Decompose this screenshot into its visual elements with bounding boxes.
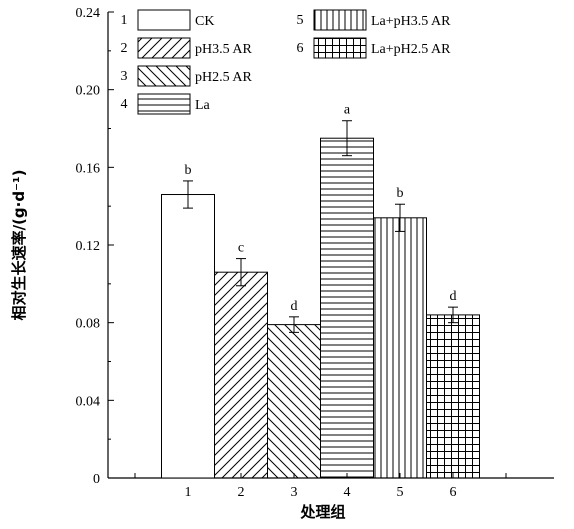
legend-number-2: 2 [121, 41, 128, 56]
bar-6 [426, 314, 480, 479]
legend-swatch-1 [137, 9, 191, 31]
y-tick-label: 0.12 [76, 239, 101, 254]
legend-label-4: La [195, 98, 211, 113]
bars: b 1 c 2 d 3 a 4 b 5 d 6 [161, 103, 480, 500]
legend-label-5: La+pH3.5 AR [371, 14, 451, 29]
significance-label-4: a [344, 103, 351, 118]
x-tick-label-1: 1 [185, 485, 192, 500]
bar-3 [267, 324, 321, 479]
x-tick-label-4: 4 [344, 485, 351, 500]
significance-label-1: b [185, 163, 192, 178]
x-tick-label-3: 3 [291, 485, 298, 500]
y-tick-label: 0 [93, 472, 100, 487]
x-axis-label: 处理组 [299, 503, 345, 521]
legend-swatch-3 [137, 65, 191, 87]
significance-label-2: c [238, 241, 244, 256]
y-tick-label: 0.16 [76, 161, 101, 176]
legend-swatch-2 [137, 37, 191, 59]
legend-number-6: 6 [297, 41, 304, 56]
y-tick-label: 0.24 [76, 6, 101, 21]
y-tick-label: 0.20 [76, 84, 101, 99]
legend-label-3: pH2.5 AR [195, 70, 252, 85]
bar-1 [161, 194, 215, 479]
bar-5 [373, 217, 427, 479]
significance-label-6: d [450, 289, 457, 304]
legend-label-6: La+pH2.5 AR [371, 42, 451, 57]
legend-swatch-4 [137, 93, 191, 115]
bar-2 [214, 271, 268, 479]
legend-number-4: 4 [121, 97, 128, 112]
legend-swatch-6 [313, 37, 367, 59]
y-axis-label: 相对生长速率/(g·d⁻¹) [10, 170, 28, 321]
legend-number-1: 1 [121, 13, 128, 28]
significance-label-5: b [397, 186, 404, 201]
significance-label-3: d [291, 299, 298, 314]
y-tick-label: 0.08 [76, 317, 101, 332]
y-tick-label: 0.04 [76, 394, 101, 409]
legend-number-5: 5 [297, 13, 304, 28]
legend-number-3: 3 [121, 69, 128, 84]
legend: 1 CK 2 pH3.5 AR 3 pH2.5 AR 4 La 5 La+pH3.5 AR 6 La+… [121, 9, 451, 115]
x-tick-label-2: 2 [238, 485, 245, 500]
legend-label-2: pH3.5 AR [195, 42, 252, 57]
x-tick-label-6: 6 [450, 485, 457, 500]
x-tick-label-5: 5 [397, 485, 404, 500]
legend-swatch-5 [313, 9, 367, 31]
legend-label-1: CK [195, 14, 214, 29]
bar-4 [320, 137, 374, 479]
